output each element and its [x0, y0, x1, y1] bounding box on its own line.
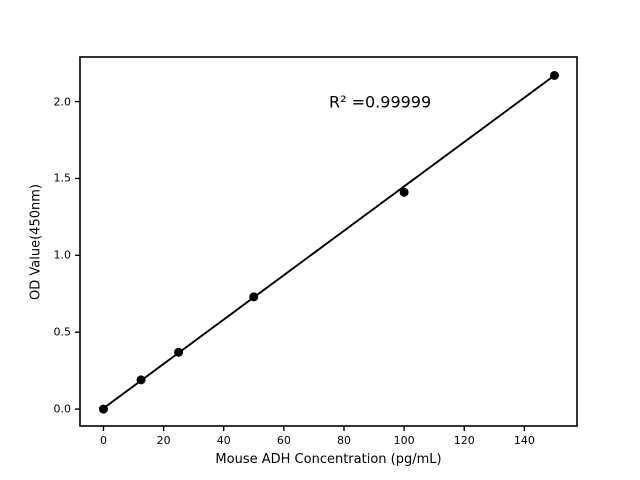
x-axis-label: Mouse ADH Concentration (pg/mL): [215, 452, 442, 467]
y-tick-label: 2.0: [53, 95, 72, 109]
x-tick-label: 60: [276, 434, 291, 447]
r-squared-annotation: R² =0.99999: [328, 92, 432, 112]
fit-line: [102, 74, 556, 410]
y-tick-label: 1.0: [53, 248, 72, 262]
y-tick-label: 0.5: [53, 325, 72, 339]
data-point: [249, 292, 259, 302]
x-tick-label: 80: [336, 434, 351, 447]
x-tick-label: 100: [393, 434, 415, 447]
data-point: [136, 375, 146, 385]
data-point: [98, 404, 108, 414]
data-point: [174, 347, 184, 357]
x-tick-label: 40: [216, 434, 231, 447]
y-axis-label: OD Value(450nm): [28, 183, 44, 300]
y-tick-label: 1.5: [53, 171, 72, 185]
x-tick-label: 0: [99, 434, 107, 447]
data-point: [399, 187, 409, 197]
data-point: [549, 70, 559, 80]
x-tick-label: 20: [156, 434, 171, 447]
y-tick-label: 0.0: [53, 402, 72, 416]
x-tick-label: 140: [513, 434, 535, 447]
x-tick-label: 120: [453, 434, 475, 447]
plot-spines: [79, 56, 578, 427]
